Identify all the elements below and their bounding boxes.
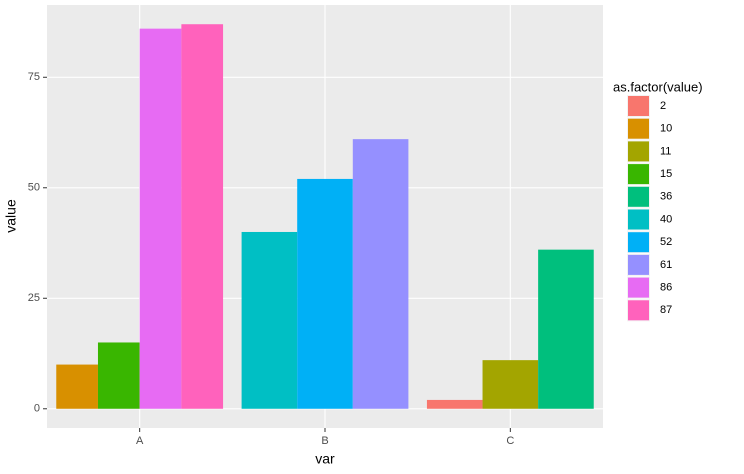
legend-label: 11 xyxy=(660,145,671,157)
legend-swatch xyxy=(628,186,649,207)
legend-label: 61 xyxy=(660,259,672,271)
bar xyxy=(426,399,483,409)
y-tick-label: 75 xyxy=(28,71,40,83)
legend-swatch xyxy=(628,141,649,162)
legend-swatch xyxy=(628,277,649,298)
legend-swatch xyxy=(628,118,649,139)
x-tick-label: C xyxy=(506,435,514,447)
legend-swatch xyxy=(628,164,649,185)
legend-label: 86 xyxy=(660,282,672,294)
legend-label: 10 xyxy=(660,123,672,135)
bar xyxy=(56,364,98,409)
y-axis-title: value xyxy=(3,199,19,233)
x-tick-label: B xyxy=(321,435,328,447)
legend-swatch xyxy=(628,209,649,230)
bar xyxy=(538,249,594,409)
legend-title: as.factor(value) xyxy=(613,79,703,94)
legend-label: 15 xyxy=(660,168,672,180)
bar xyxy=(241,231,298,409)
legend-label: 36 xyxy=(660,191,672,203)
bar xyxy=(297,178,353,409)
x-tick-label: A xyxy=(136,435,144,447)
bar xyxy=(181,24,224,409)
y-tick-label: 50 xyxy=(28,182,40,194)
legend-label: 52 xyxy=(660,236,672,248)
legend-swatch xyxy=(628,254,649,275)
legend-swatch xyxy=(628,232,649,253)
bar xyxy=(482,360,539,409)
x-axis-title: var xyxy=(315,451,335,467)
legend-label: 2 xyxy=(660,100,666,112)
legend-label: 87 xyxy=(660,304,672,316)
legend-label: 40 xyxy=(660,213,672,225)
bar xyxy=(352,139,409,409)
bar xyxy=(139,28,182,409)
y-tick-label: 0 xyxy=(34,403,40,415)
legend-swatch xyxy=(628,96,649,116)
legend-swatch xyxy=(628,300,649,321)
y-tick-label: 25 xyxy=(28,292,40,304)
bar xyxy=(97,342,140,409)
